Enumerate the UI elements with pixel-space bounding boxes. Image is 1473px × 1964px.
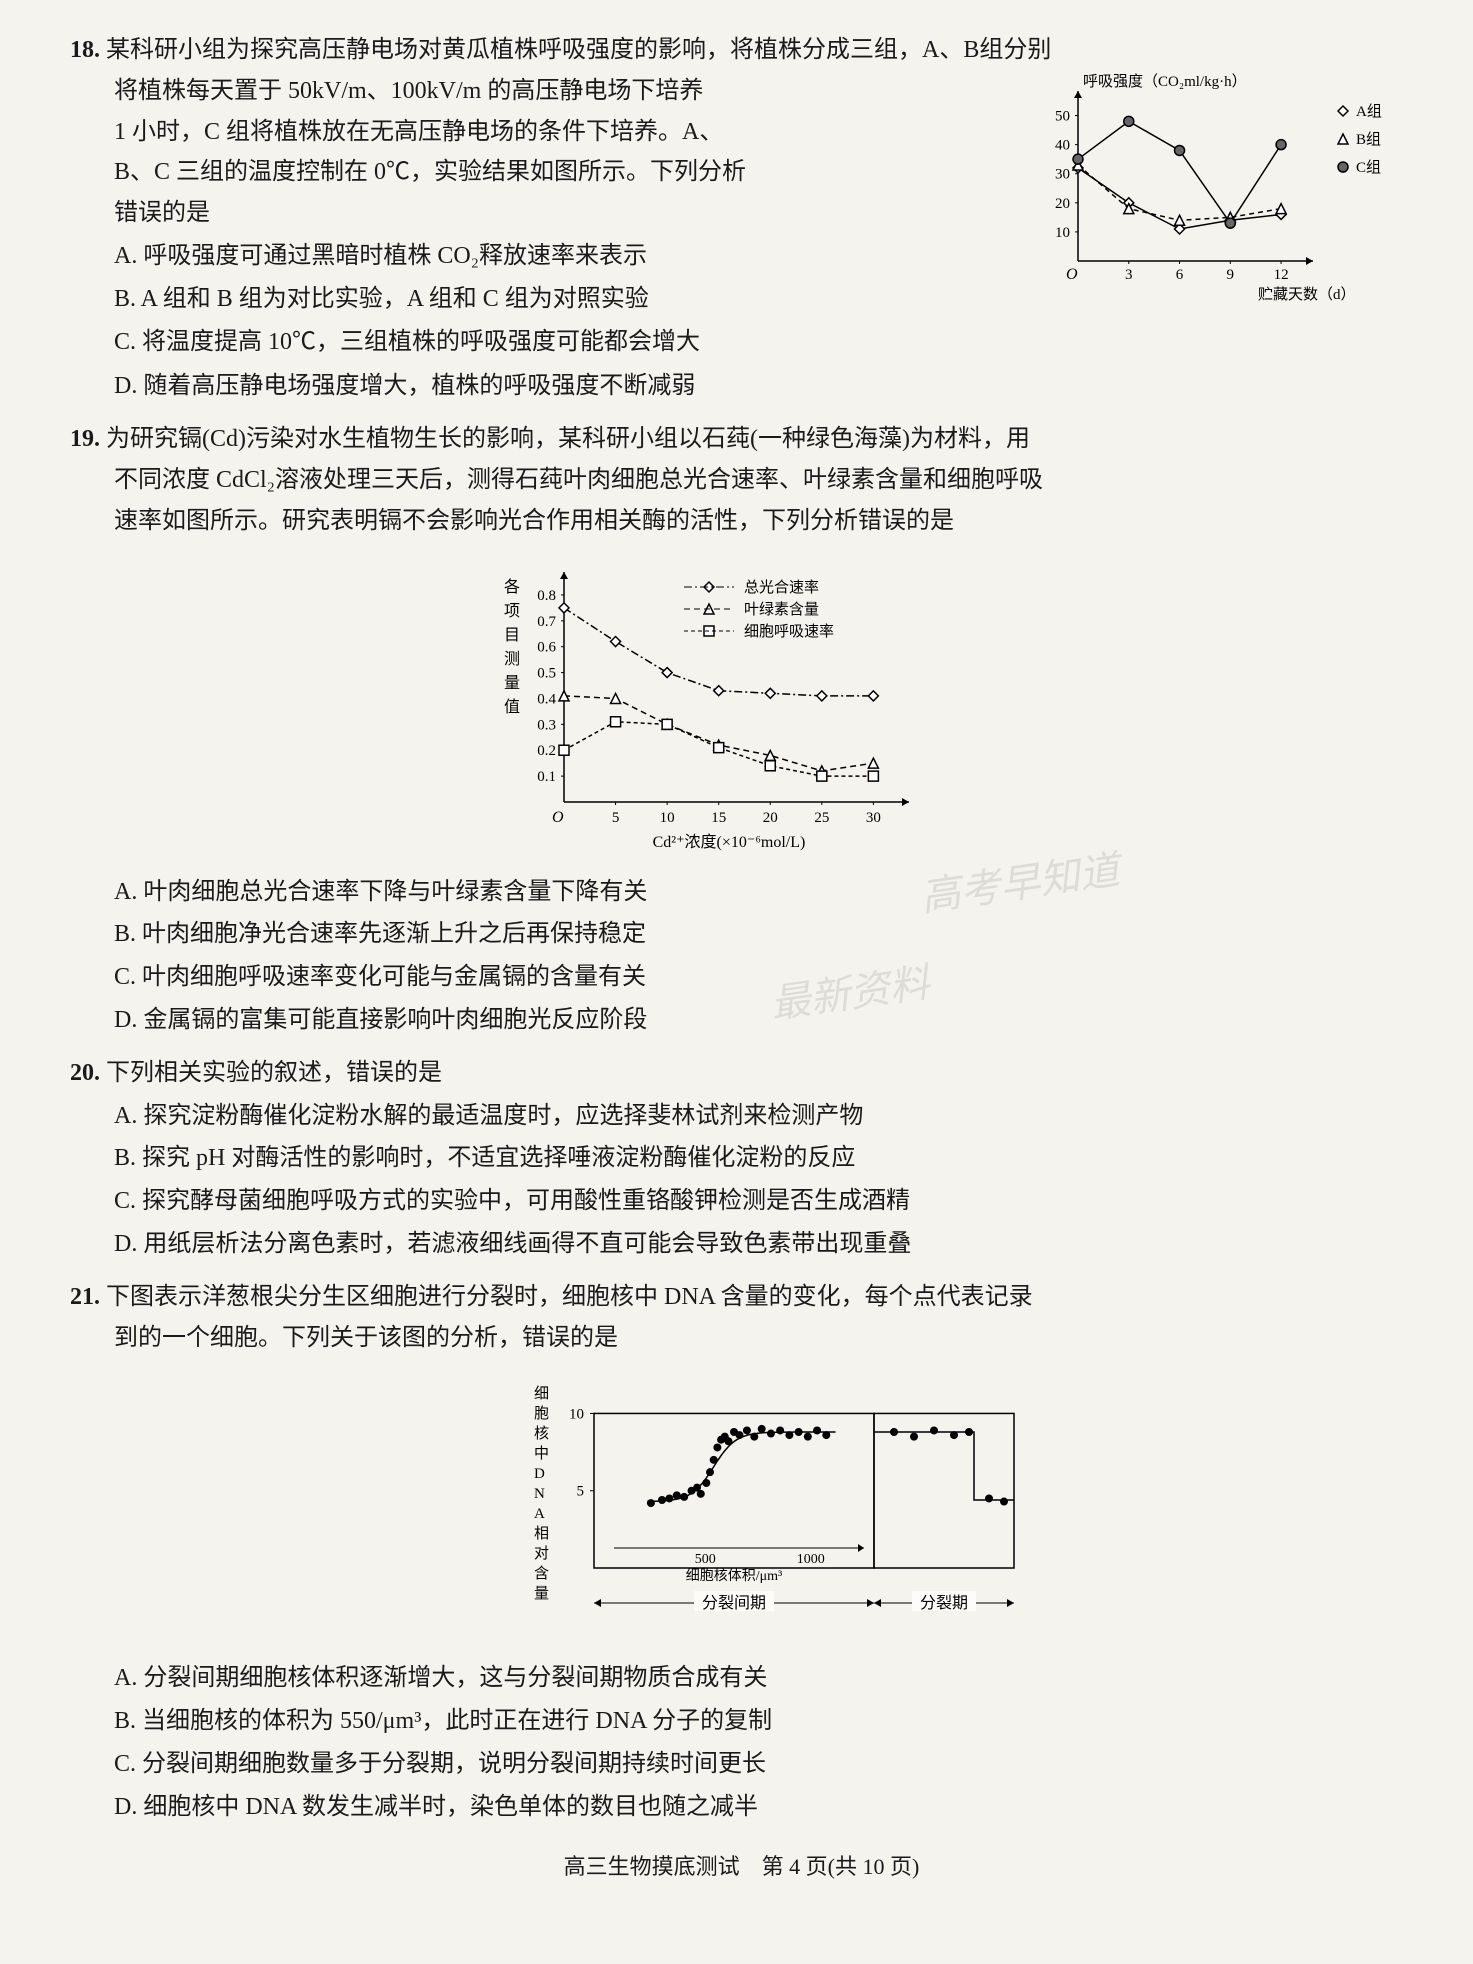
q18-chart: 10 20 30 40 50 3 6 9 12 O 呼吸强度（CO₂ml/kg·h） 贮藏天数（d） A… [1033,71,1413,365]
svg-text:测: 测 [504,650,520,668]
q18-stem-line3: 1 小时，C 组将植株放在无高压静电场的条件下培养。A、 [114,112,1013,153]
svg-text:10: 10 [569,1407,584,1423]
svg-text:中: 中 [534,1445,549,1462]
q21-optB: B. 当细胞核的体积为 550/μm³，此时正在进行 DNA 分子的复制 [114,1701,1413,1742]
q19-stem-line2: 不同浓度 CdCl₂溶液处理三天后，测得石莼叶肉细胞总光合速率、叶绿素含量和细胞… [114,460,1413,501]
svg-text:0.8: 0.8 [537,588,556,604]
q20-optC: C. 探究酵母菌细胞呼吸方式的实验中，可用酸性重铬酸钾检测是否生成酒精 [114,1181,1413,1222]
svg-text:细胞呼吸速率: 细胞呼吸速率 [744,623,834,640]
q18-optD: D. 随着高压静电场强度增大，植株的呼吸强度不断减弱 [114,366,1413,407]
svg-text:0.4: 0.4 [537,691,556,707]
svg-text:0.1: 0.1 [537,769,556,785]
q20-optA: A. 探究淀粉酶催化淀粉水解的最适温度时，应选择斐林试剂来检测产物 [114,1096,1413,1137]
q19-stem-line3: 速率如图所示。研究表明镉不会影响光合作用相关酶的活性，下列分析错误的是 [114,501,1413,542]
svg-text:胞: 胞 [534,1405,549,1422]
svg-text:分裂期: 分裂期 [919,1594,967,1612]
q20-optD: D. 用纸层析法分离色素时，若滤液细线画得不直可能会导致色素带出现重叠 [114,1224,1413,1265]
svg-text:A: A [534,1506,545,1522]
q19-chart: 0.1 0.2 0.3 0.4 0.5 0.6 0.7 0.8 5 10 15 20 25 30 O 各项目测… [114,552,1413,862]
svg-text:5: 5 [576,1484,584,1500]
question-21: 21. 下图表示洋葱根尖分生区细胞进行分裂时，细胞核中 DNA 含量的变化，每个… [70,1277,1413,1828]
svg-text:叶绿素含量: 叶绿素含量 [744,601,819,618]
q18-stem-line4: B、C 三组的温度控制在 0℃，实验结果如图所示。下列分析 [114,152,1013,193]
svg-text:项: 项 [504,603,520,620]
svg-text:相: 相 [534,1525,549,1542]
svg-text:B组: B组 [1356,131,1381,148]
q20-stem: 下列相关实验的叙述，错误的是 [106,1053,1413,1094]
q21-optC: C. 分裂间期细胞数量多于分裂期，说明分裂间期持续时间更长 [114,1744,1413,1785]
q19-num: 19. [70,419,100,460]
svg-text:核: 核 [534,1425,549,1442]
page: 高考早知道 最新资料 18. 某科研小组为探究高压静电场对黄瓜植株呼吸强度的影响… [70,30,1413,1885]
svg-text:量: 量 [504,675,520,692]
svg-text:D: D [534,1466,545,1482]
svg-text:0.5: 0.5 [537,665,556,681]
svg-text:20: 20 [762,810,777,826]
q18-stem-line5: 错误的是 [114,193,1013,234]
svg-text:N: N [534,1486,545,1502]
svg-text:值: 值 [504,698,520,716]
question-19: 19. 为研究镉(Cd)污染对水生植物生长的影响，某科研小组以石莼(一种绿色海藻… [70,419,1413,1041]
svg-text:O: O [552,809,564,826]
svg-text:40: 40 [1055,137,1070,153]
q21-chart: 细胞核中DNA相对含量5105001000细胞核体积/μm³分裂间期分裂间期分裂… [114,1368,1413,1648]
svg-text:30: 30 [1055,167,1070,183]
svg-text:0.7: 0.7 [537,613,556,629]
svg-text:3: 3 [1125,267,1133,283]
svg-text:A组: A组 [1356,103,1382,120]
svg-text:Cd²⁺浓度(×10⁻⁶mol/L): Cd²⁺浓度(×10⁻⁶mol/L) [652,833,805,851]
svg-text:C组: C组 [1356,159,1381,176]
q18-stem-line1: 某科研小组为探究高压静电场对黄瓜植株呼吸强度的影响，将植株分成三组，A、B组分别 [106,30,1413,71]
page-footer: 高三生物摸底测试 第 4 页(共 10 页) [70,1848,1413,1885]
svg-text:0.6: 0.6 [537,639,556,655]
svg-text:30: 30 [865,810,880,826]
q19-optB: B. 叶肉细胞净光合速率先逐渐上升之后再保持稳定 [114,914,1413,955]
question-20: 20. 下列相关实验的叙述，错误的是 A. 探究淀粉酶催化淀粉水解的最适温度时，… [70,1053,1413,1265]
svg-text:分裂间期: 分裂间期 [701,1594,765,1612]
svg-text:贮藏天数（d）: 贮藏天数（d） [1258,286,1356,301]
svg-text:呼吸强度（CO₂ml/kg·h）: 呼吸强度（CO₂ml/kg·h） [1083,73,1247,90]
svg-text:25: 25 [814,810,829,826]
q20-num: 20. [70,1053,100,1094]
q18-optB: B. A 组和 B 组为对比实验，A 组和 C 组为对照实验 [114,279,1013,320]
svg-text:1000: 1000 [796,1552,824,1567]
svg-text:500: 500 [694,1552,715,1567]
svg-text:0.3: 0.3 [537,717,556,733]
svg-text:9: 9 [1227,267,1235,283]
svg-text:15: 15 [711,810,726,826]
svg-text:总光合速率: 总光合速率 [744,579,819,596]
svg-text:6: 6 [1176,267,1184,283]
q18-stem-line2: 将植株每天置于 50kV/m、100kV/m 的高压静电场下培养 [114,71,1013,112]
q21-stem-line2: 到的一个细胞。下列关于该图的分析，错误的是 [114,1318,1413,1359]
svg-text:10: 10 [1055,225,1070,241]
svg-text:O: O [1066,266,1078,283]
svg-text:各: 各 [504,578,520,596]
q21-optA: A. 分裂间期细胞核体积逐渐增大，这与分裂间期物质合成有关 [114,1658,1413,1699]
q20-optB: B. 探究 pH 对酶活性的影响时，不适宜选择唾液淀粉酶催化淀粉的反应 [114,1138,1413,1179]
question-18: 18. 某科研小组为探究高压静电场对黄瓜植株呼吸强度的影响，将植株分成三组，A、… [70,30,1413,407]
q21-stem-line1: 下图表示洋葱根尖分生区细胞进行分裂时，细胞核中 DNA 含量的变化，每个点代表记… [106,1277,1413,1318]
svg-text:50: 50 [1055,108,1070,124]
svg-text:12: 12 [1274,267,1289,283]
svg-text:量: 量 [534,1586,549,1602]
q18-optA: A. 呼吸强度可通过黑暗时植株 CO₂释放速率来表示 [114,236,1013,277]
q19-optA: A. 叶肉细胞总光合速率下降与叶绿素含量下降有关 [114,872,1413,913]
svg-text:5: 5 [611,810,619,826]
q19-optC: C. 叶肉细胞呼吸速率变化可能与金属镉的含量有关 [114,957,1413,998]
svg-text:细: 细 [534,1385,549,1402]
q18-num: 18. [70,30,100,71]
svg-text:10: 10 [659,810,674,826]
svg-text:对: 对 [534,1545,549,1562]
q21-num: 21. [70,1277,100,1318]
svg-text:20: 20 [1055,196,1070,212]
svg-text:目: 目 [504,627,520,644]
svg-text:0.2: 0.2 [537,743,556,759]
q18-optC: C. 将温度提高 10℃，三组植株的呼吸强度可能都会增大 [114,322,1013,363]
svg-text:细胞核体积/μm³: 细胞核体积/μm³ [685,1568,781,1584]
q21-optD: D. 细胞核中 DNA 数发生减半时，染色单体的数目也随之减半 [114,1787,1413,1828]
svg-text:含: 含 [534,1565,549,1582]
q19-optD: D. 金属镉的富集可能直接影响叶肉细胞光反应阶段 [114,1000,1413,1041]
q19-stem-line1: 为研究镉(Cd)污染对水生植物生长的影响，某科研小组以石莼(一种绿色海藻)为材料… [106,419,1413,460]
